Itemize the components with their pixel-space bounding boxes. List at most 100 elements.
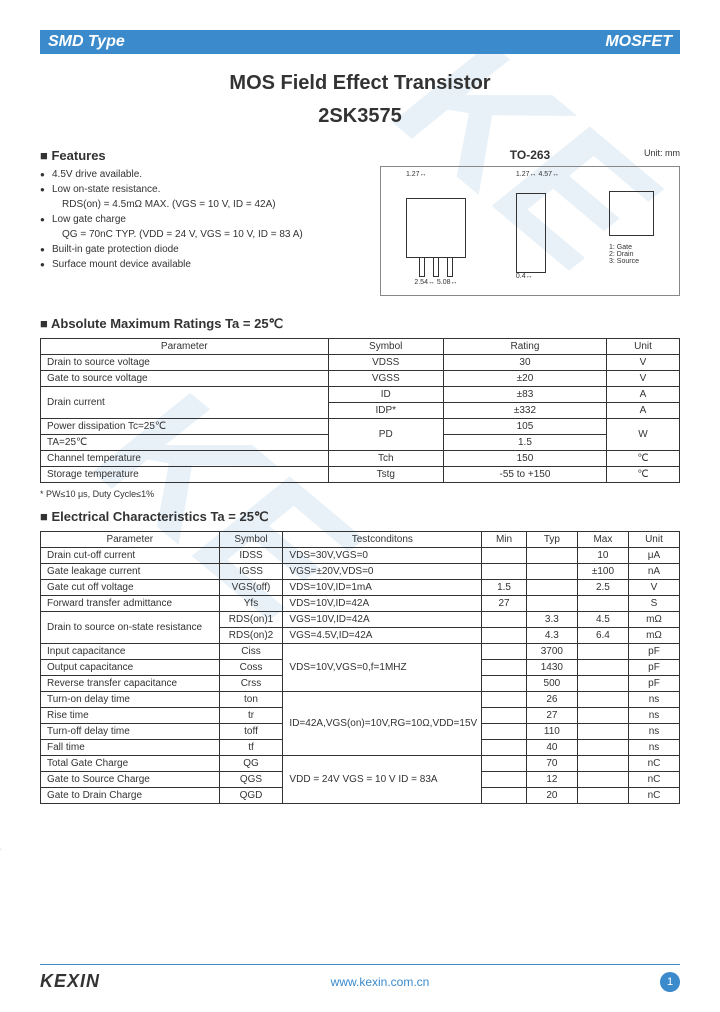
table-cell: 4.5 [577,612,628,628]
table-cell [482,676,527,692]
table-cell: VDSS [328,355,443,371]
table-cell [482,692,527,708]
table-cell: Reverse transfer capacitance [41,676,220,692]
table-cell [577,772,628,788]
table-cell [482,756,527,772]
table-header: Rating [443,339,606,355]
features-label: Features [40,148,360,163]
table-cell: 70 [526,756,577,772]
ratings-table: ParameterSymbolRatingUnit Drain to sourc… [40,338,680,483]
table-cell: ±332 [443,403,606,419]
page-number: 1 [660,972,680,992]
table-cell: Gate leakage current [41,564,220,580]
table-cell: ns [628,740,679,756]
table-cell [482,788,527,804]
package-side-view: 1.27↔ 4.57↔ 0.4↔ [516,171,559,291]
table-cell: A [607,387,680,403]
table-cell: 27 [482,596,527,612]
table-cell: IGSS [219,564,283,580]
table-cell [577,660,628,676]
table-cell: Channel temperature [41,451,329,467]
table-cell: Storage temperature [41,467,329,483]
table-cell: Tstg [328,467,443,483]
table-cell: 500 [526,676,577,692]
feature-item: Built-in gate protection diode [40,244,360,255]
feature-item: QG = 70nC TYP. (VDD = 24 V, VGS = 10 V, … [40,229,360,240]
table-cell: 10 [577,548,628,564]
table-header: Max [577,532,628,548]
pin-label: 3: Source [609,258,654,265]
table-cell: 2.5 [577,580,628,596]
table-cell [482,644,527,660]
table-cell: VDS=10V,ID=42A [283,596,482,612]
table-cell: A [607,403,680,419]
table-cell: Drain cut-off current [41,548,220,564]
table-cell: ℃ [607,451,680,467]
page-content: SMD Type MOSFET MOS Field Effect Transis… [0,0,720,830]
doc-title: MOS Field Effect Transistor [40,72,680,95]
table-cell: pF [628,660,679,676]
table-header: Typ [526,532,577,548]
table-cell: -55 to +150 [443,467,606,483]
table-cell [526,564,577,580]
table-cell: 150 [443,451,606,467]
table-cell: nC [628,772,679,788]
table-cell: Total Gate Charge [41,756,220,772]
table-cell [526,548,577,564]
feature-item: RDS(on) = 4.5mΩ MAX. (VGS = 10 V, ID = 4… [40,199,360,210]
table-cell: Yfs [219,596,283,612]
table-cell: Tch [328,451,443,467]
ratings-footnote: * PW≤10 μs, Duty Cycle≤1% [40,489,680,499]
table-cell: 40 [526,740,577,756]
table-cell [482,772,527,788]
feature-item: 4.5V drive available. [40,169,360,180]
table-cell [577,756,628,772]
table-cell: QGD [219,788,283,804]
table-cell: pF [628,644,679,660]
table-cell: 30 [443,355,606,371]
table-cell: VGS=4.5V,ID=42A [283,628,482,644]
table-cell: 1.5 [482,580,527,596]
table-cell: nC [628,756,679,772]
feature-item: Low gate charge [40,214,360,225]
table-cell: Gate to source voltage [41,371,329,387]
table-cell: Coss [219,660,283,676]
table-cell: ±83 [443,387,606,403]
table-cell: VDS=30V,VGS=0 [283,548,482,564]
table-cell: mΩ [628,628,679,644]
table-cell: VDS=10V,VGS=0,f=1MHZ [283,644,482,692]
table-cell: 27 [526,708,577,724]
table-cell [482,628,527,644]
table-cell: Fall time [41,740,220,756]
table-cell: Power dissipation Tc=25℃ [41,419,329,435]
feature-item: Low on-state resistance. [40,184,360,195]
table-cell: nC [628,788,679,804]
package-front-view: 1.27↔ 2.54↔ 5.08↔ [406,171,466,291]
table-cell: ns [628,708,679,724]
table-cell: nA [628,564,679,580]
table-cell: ID=42A,VGS(on)=10V,RG=10Ω,VDD=15V [283,692,482,756]
table-cell: Gate to Drain Charge [41,788,220,804]
table-cell: toff [219,724,283,740]
table-header: Unit [607,339,680,355]
table-cell [482,724,527,740]
table-cell: Drain to source voltage [41,355,329,371]
header-right: MOSFET [605,33,672,51]
ratings-label: Absolute Maximum Ratings Ta = 25℃ [40,316,680,332]
table-cell [577,676,628,692]
package-top-view: 1: Gate 2: Drain 3: Source [609,171,654,291]
table-cell: μA [628,548,679,564]
pin-label: 2: Drain [609,251,654,258]
table-cell: IDSS [219,548,283,564]
table-cell: S [628,596,679,612]
table-cell: tr [219,708,283,724]
table-cell: 4.3 [526,628,577,644]
doc-subtitle: 2SK3575 [40,105,680,128]
table-header: Unit [628,532,679,548]
table-cell: VGS=±20V,VDS=0 [283,564,482,580]
pin-label: 1: Gate [609,244,654,251]
table-cell: IDP* [328,403,443,419]
table-header: Parameter [41,532,220,548]
electrical-label: Electrical Characteristics Ta = 25℃ [40,509,680,525]
table-cell: V [607,371,680,387]
